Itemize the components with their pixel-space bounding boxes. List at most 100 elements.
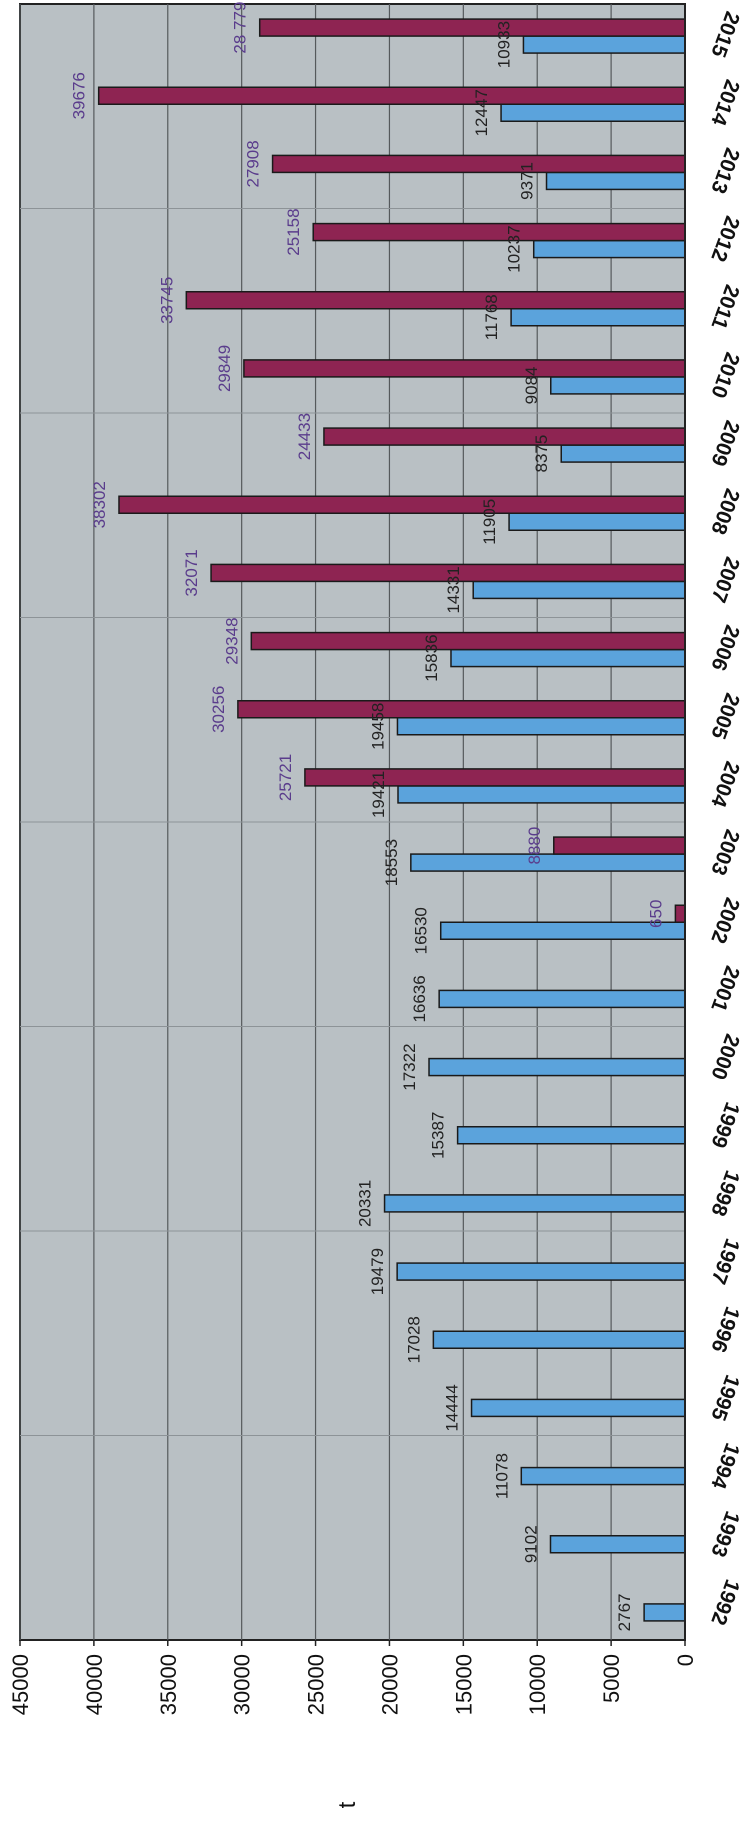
data-label: 19479: [368, 1248, 387, 1295]
data-label: 17322: [400, 1043, 419, 1090]
bar: [428, 1057, 686, 1077]
data-label: 10933: [494, 21, 513, 68]
tick-label: 40000: [82, 1654, 107, 1715]
bar: [118, 495, 686, 514]
data-label: 11078: [492, 1453, 511, 1499]
bar: [97, 86, 686, 105]
bar: [323, 427, 686, 446]
category-label: 1992: [706, 1576, 744, 1628]
category-label: 2014: [706, 77, 744, 129]
bar: [520, 1466, 686, 1486]
value-axis: 0 5000 10000 15000 20000 25000 30000 35000 40000…: [8, 4, 698, 1715]
data-label: 8375: [532, 435, 551, 473]
category-label: 2009: [706, 417, 744, 469]
data-label: 16636: [410, 975, 429, 1022]
category-label: 2006: [706, 622, 744, 674]
bar: [553, 836, 686, 855]
data-label: 27908: [244, 140, 263, 187]
category-label: 2010: [706, 349, 744, 401]
category-label: 2011: [706, 282, 743, 333]
data-label: 14331: [444, 566, 463, 613]
category-label: 1999: [706, 1099, 744, 1151]
data-label: 19421: [369, 771, 388, 818]
data-label: 9084: [522, 366, 541, 404]
bar: [674, 904, 686, 923]
category-label: 2015: [706, 8, 744, 60]
data-label: 12447: [472, 89, 491, 136]
data-label: 9102: [521, 1525, 540, 1563]
data-label: 8880: [525, 827, 544, 865]
tick-label: 10000: [525, 1654, 550, 1715]
tick-label: 15000: [451, 1654, 476, 1715]
data-label: 29348: [222, 617, 241, 664]
data-label: 9371: [518, 162, 537, 200]
tick-label: 25000: [304, 1654, 329, 1715]
category-label: 2013: [706, 145, 744, 197]
data-labels: 2767 9102 11078 14444 17028 19479 20331 15387 17…: [70, 2, 666, 1632]
bar: [532, 239, 686, 259]
bar: [545, 171, 686, 191]
category-label: 1994: [706, 1440, 744, 1492]
data-label: 32071: [182, 549, 201, 596]
tick-label: 0: [673, 1654, 698, 1666]
bar: [304, 768, 686, 787]
bar: [432, 1330, 686, 1349]
tick-label: 35000: [156, 1654, 181, 1715]
data-label: 28 779: [231, 2, 250, 54]
tick-label: 30000: [230, 1654, 255, 1715]
data-label: 17028: [404, 1316, 423, 1363]
data-label: 30256: [209, 686, 228, 733]
category-label: 1995: [706, 1372, 744, 1424]
data-label: 16530: [412, 907, 431, 954]
data-label: 24433: [295, 413, 314, 460]
data-label: 2767: [615, 1593, 634, 1631]
data-label: 11768: [482, 294, 501, 340]
category-label: 2008: [706, 486, 744, 538]
data-label: 18553: [382, 839, 401, 886]
bar: [185, 290, 686, 310]
category-axis: 1992 1993 1994 1995 1996 1997 1998 1999 2000 2001…: [706, 8, 744, 1628]
bar: [243, 359, 686, 378]
data-label: 39676: [70, 72, 89, 119]
bar: [450, 648, 686, 668]
tick-label: 5000: [599, 1654, 624, 1703]
bar: [258, 18, 686, 37]
data-label: 38302: [90, 481, 109, 528]
bar: [396, 1262, 686, 1281]
bar: [522, 35, 686, 54]
data-label: 15836: [422, 634, 441, 681]
bar: [510, 307, 686, 327]
category-label: 2005: [706, 690, 744, 742]
bar: [438, 989, 686, 1009]
data-label: 14444: [443, 1384, 462, 1431]
category-label: 2002: [706, 895, 744, 947]
category-label: 2003: [706, 826, 744, 878]
bar: [312, 222, 686, 242]
category-label: 1996: [706, 1304, 744, 1356]
category-label: 2001: [706, 963, 744, 1015]
data-label: 19458: [368, 703, 387, 750]
data-label: 25158: [284, 208, 303, 255]
category-label: 2012: [706, 213, 744, 265]
bar: [500, 103, 686, 122]
category-label: 1997: [706, 1235, 744, 1287]
axis-label: t: [334, 1801, 361, 1808]
bar: [643, 1603, 686, 1622]
gridlines: [19, 4, 685, 1640]
category-label: 1993: [706, 1508, 744, 1560]
tick-label: 45000: [8, 1654, 33, 1715]
data-label: 15387: [429, 1112, 448, 1159]
bar: [237, 699, 686, 719]
tick-label: 20000: [377, 1654, 402, 1715]
category-label: 2007: [706, 554, 744, 606]
data-label: 11905: [480, 499, 499, 545]
bar: [508, 512, 686, 531]
data-label: 33745: [157, 277, 176, 324]
data-label: 20331: [356, 1180, 375, 1227]
bar: [397, 785, 686, 804]
category-label: 2000: [706, 1031, 744, 1083]
bar: [410, 853, 686, 872]
bar: [396, 716, 686, 736]
bars: [97, 18, 686, 1622]
